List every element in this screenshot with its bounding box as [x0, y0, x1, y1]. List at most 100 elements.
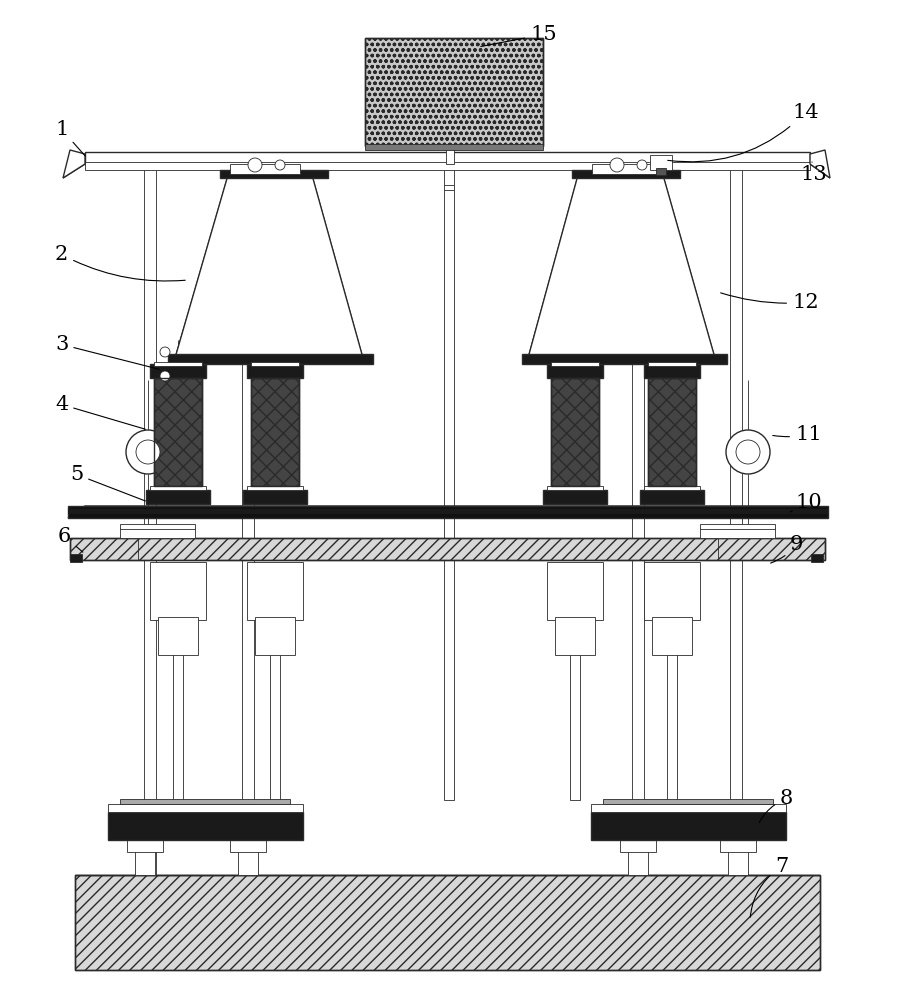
Bar: [644, 364, 700, 378]
Circle shape: [126, 430, 170, 474]
Circle shape: [726, 430, 770, 474]
Bar: [68, 509, 828, 514]
Bar: [620, 840, 656, 852]
Bar: [551, 378, 599, 486]
Bar: [70, 538, 825, 560]
Bar: [365, 38, 543, 146]
Bar: [652, 617, 692, 655]
Bar: [144, 160, 156, 875]
Text: 11: 11: [772, 425, 822, 444]
Bar: [173, 652, 183, 800]
Bar: [120, 528, 195, 538]
Bar: [648, 378, 696, 486]
Circle shape: [736, 440, 760, 464]
Bar: [572, 170, 680, 178]
Bar: [444, 155, 454, 800]
Bar: [75, 875, 820, 970]
Polygon shape: [68, 506, 828, 518]
Bar: [628, 850, 648, 875]
Bar: [243, 490, 307, 504]
Bar: [522, 354, 727, 364]
Bar: [251, 362, 299, 366]
Text: 5: 5: [70, 465, 145, 501]
Bar: [667, 652, 677, 800]
Bar: [650, 155, 672, 170]
Bar: [543, 490, 607, 504]
Bar: [640, 490, 704, 504]
Text: 13: 13: [800, 162, 827, 184]
Bar: [648, 378, 696, 486]
Polygon shape: [528, 175, 715, 358]
Text: 7: 7: [750, 857, 788, 917]
Bar: [230, 164, 300, 174]
Text: 8: 8: [759, 789, 793, 823]
Bar: [70, 554, 82, 562]
Text: 1: 1: [55, 120, 85, 156]
Bar: [120, 524, 195, 529]
Bar: [720, 840, 756, 852]
Bar: [247, 486, 303, 490]
Bar: [168, 354, 373, 364]
Circle shape: [610, 158, 624, 172]
Bar: [220, 170, 328, 178]
Bar: [603, 799, 773, 804]
Bar: [108, 804, 303, 812]
Bar: [700, 528, 775, 538]
Bar: [135, 850, 155, 875]
Bar: [551, 362, 599, 366]
Bar: [570, 652, 580, 800]
Text: 4: 4: [55, 395, 145, 429]
Bar: [700, 524, 775, 529]
Bar: [230, 840, 266, 852]
Bar: [120, 799, 290, 804]
Text: 10: 10: [790, 493, 822, 512]
Bar: [555, 617, 595, 655]
Bar: [238, 850, 258, 875]
Bar: [70, 538, 825, 560]
Bar: [85, 162, 810, 170]
Bar: [591, 812, 786, 840]
Bar: [150, 364, 206, 378]
Text: 15: 15: [481, 25, 557, 46]
Polygon shape: [810, 150, 830, 178]
Bar: [108, 812, 303, 840]
Bar: [251, 378, 299, 486]
Bar: [150, 486, 206, 490]
Bar: [592, 164, 662, 174]
Bar: [730, 160, 742, 875]
Text: 14: 14: [667, 103, 819, 162]
Bar: [632, 160, 644, 875]
Bar: [656, 168, 666, 175]
Bar: [68, 506, 828, 518]
Bar: [648, 362, 696, 366]
Circle shape: [248, 158, 262, 172]
Bar: [644, 562, 700, 620]
Bar: [644, 486, 700, 490]
Bar: [247, 364, 303, 378]
Bar: [150, 562, 206, 620]
Bar: [270, 652, 280, 800]
Bar: [728, 850, 748, 875]
Bar: [446, 146, 454, 164]
Bar: [255, 617, 295, 655]
Text: 3: 3: [55, 335, 160, 369]
Circle shape: [136, 440, 160, 464]
Bar: [75, 875, 820, 970]
Bar: [247, 562, 303, 620]
Text: 9: 9: [771, 535, 804, 563]
Polygon shape: [175, 175, 363, 358]
Circle shape: [160, 347, 170, 357]
Polygon shape: [63, 150, 85, 178]
Bar: [146, 490, 210, 504]
Bar: [551, 378, 599, 486]
Circle shape: [160, 371, 170, 381]
Bar: [127, 840, 163, 852]
Circle shape: [637, 160, 647, 170]
Bar: [154, 378, 202, 486]
Text: 12: 12: [720, 293, 819, 312]
Bar: [158, 617, 198, 655]
Text: 6: 6: [58, 527, 83, 552]
Text: 2: 2: [55, 245, 186, 281]
Bar: [547, 562, 603, 620]
Bar: [251, 378, 299, 486]
